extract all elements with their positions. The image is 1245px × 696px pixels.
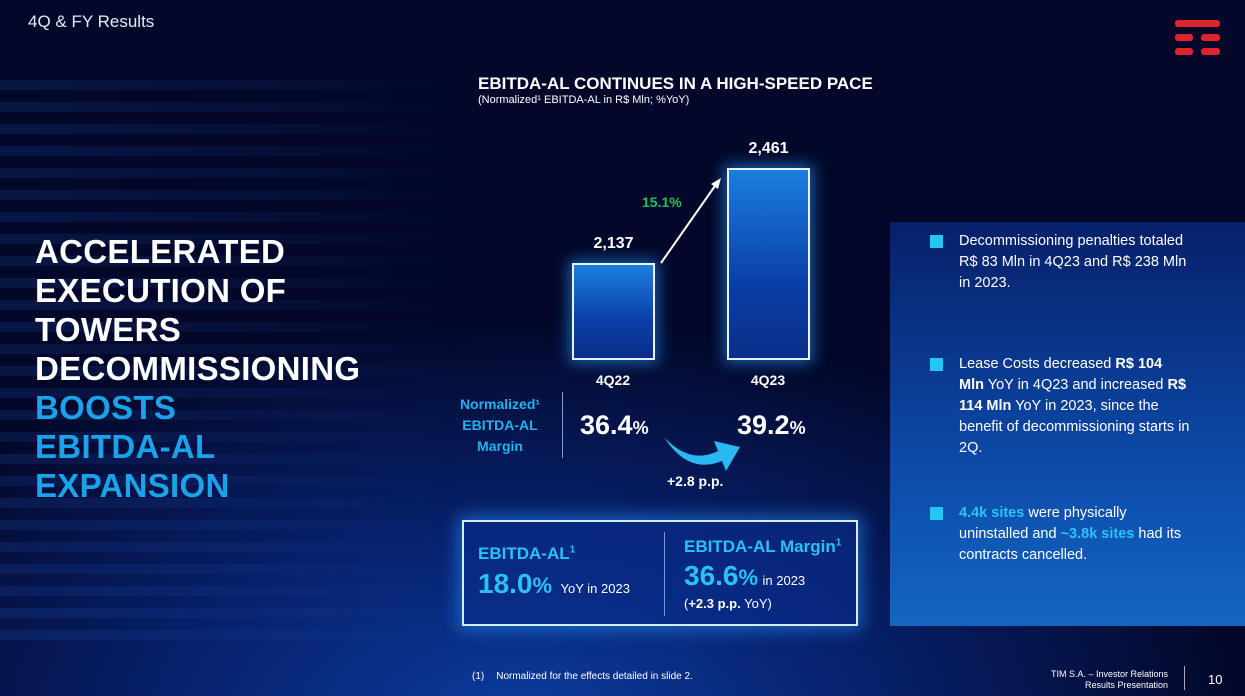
bullet-text: Decommissioning penalties totaled R$ 83 … [959,233,1187,291]
bullet-square-icon [930,358,943,371]
page-number: 10 [1208,672,1223,687]
section-title: 4Q & FY Results [28,12,155,31]
bullet-square-icon [930,235,943,248]
bullet-text: 4.4k sites were physically uninstalled a… [959,503,1190,566]
curved-arrow-icon [664,437,740,471]
divider [664,532,665,616]
suffix: YoY) [740,596,772,611]
text: Lease Costs decreased [959,356,1116,372]
headline-line: EBITDA-AL [35,428,216,465]
bullet-item: Lease Costs decreased R$ 104 Mln YoY in … [930,354,1190,459]
ebitda-al-title: EBITDA-AL1 [478,544,575,564]
ebitda-al-growth: 18.0% YoY in 2023 [478,568,630,600]
margin-delta-note: (+2.3 p.p. YoY) [684,596,772,611]
bullet-item: 4.4k sites were physically uninstalled a… [930,503,1190,566]
note: in 2023 [762,573,806,588]
chart-title: EBITDA-AL CONTINUES IN A HIGH-SPEED PACE [478,74,873,93]
bullet-item: Decommissioning penalties totaled R$ 83 … [930,231,1190,294]
headline-line: ACCELERATED [35,233,286,270]
paren: ( [684,596,689,611]
chart-subtitle: (Normalized¹ EBITDA-AL in R$ Mln; %YoY) [478,94,690,106]
margin-label: Normalized¹ EBITDA-AL Margin [450,394,550,457]
divider [562,392,563,458]
footnote: (1) Normalized for the effects detailed i… [472,671,705,682]
bar-value-label: 2,137 [593,235,634,253]
note: YoY in 2023 [560,581,630,596]
margin-value: 39.2 [737,410,790,440]
footnote-ref: 1 [835,537,842,549]
text: R$ 114 Mln [959,377,1187,414]
margin-label-line: Margin [477,438,523,454]
footnote-text: Normalized for the effects detailed in s… [496,671,693,682]
tim-logo [1175,20,1220,58]
pct: % [789,418,806,438]
title-text: EBITDA-AL Margin [684,537,836,556]
divider [1184,666,1185,690]
margin-label-line: EBITDA-AL [462,417,538,433]
margin-title: EBITDA-AL Margin1 [684,537,841,557]
headline-line: EXPANSION [35,467,230,504]
margin-label-line: Normalized¹ [459,396,541,412]
bar-value-label: 2,461 [748,140,789,158]
category-label: 4Q22 [595,372,631,388]
value: 18.0 [478,568,533,599]
doc-name: Results Presentation [1084,680,1168,690]
headline-line: EXECUTION OF [35,272,287,309]
footnote-number: (1) [472,671,485,682]
footer-company: TIM S.A. – Investor Relations Results Pre… [1010,669,1168,691]
text: YoY in 2023, since the benefit of decomm… [959,398,1190,456]
growth-label: 15.1% [642,194,682,210]
delta: +2.3 p.p. [688,596,741,611]
bar-4q23 [727,168,810,360]
margin-2023: 36.6% in 2023 [684,560,805,592]
growth-arrow-icon [660,178,721,264]
margin-4q23: 39.2% [737,410,806,441]
text: ~3.8k sites [1060,526,1135,542]
pct: % [532,573,553,598]
text: had its contracts cancelled. [959,526,1182,563]
margin-4q22: 36.4% [580,410,649,441]
footnote-ref: 1 [569,544,576,556]
headline: ACCELERATED EXECUTION OF TOWERS DECOMMIS… [35,232,360,505]
headline-line: TOWERS [35,311,182,348]
highlights-panel [890,222,1245,626]
text: 4.4k sites [959,505,1025,521]
text: R$ 104 Mln [959,356,1163,393]
summary-box: EBITDA-AL1 18.0% YoY in 2023 EBITDA-AL M… [462,520,858,626]
margin-delta: +2.8 p.p. [667,473,724,489]
text: YoY in 4Q23 and increased [983,377,1168,393]
text: were physically uninstalled and [959,505,1127,542]
background-stripes [0,80,460,640]
pct: % [632,418,649,438]
headline-line: DECOMMISSIONING [35,350,361,387]
company: TIM S.A. – Investor Relations [1050,669,1168,679]
pct: % [738,565,759,590]
title-text: EBITDA-AL [478,544,570,563]
value: 36.6 [684,560,739,591]
bullet-text: Lease Costs decreased R$ 104 Mln YoY in … [959,354,1190,459]
bullet-square-icon [930,507,943,520]
bar-4q22 [572,263,655,360]
category-label: 4Q23 [750,372,786,388]
margin-value: 36.4 [580,410,633,440]
headline-line: BOOSTS [35,389,177,426]
